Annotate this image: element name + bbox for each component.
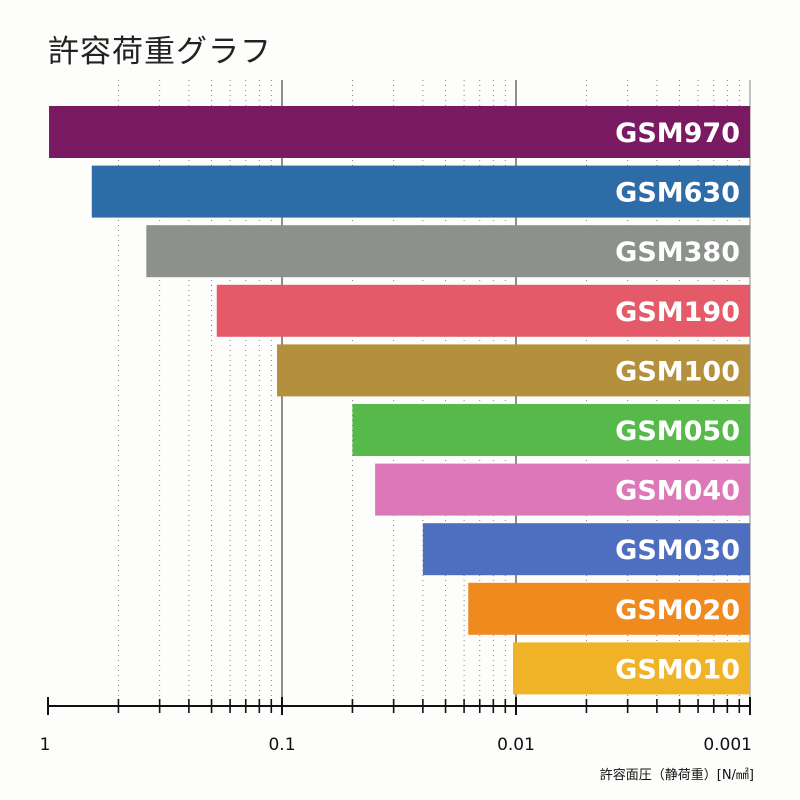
bar-label: GSM100: [615, 356, 740, 387]
chart-title: 許容荷重グラフ: [48, 34, 272, 70]
bar-label: GSM970: [615, 118, 740, 149]
bar-gsm010: [512, 642, 750, 695]
bar-gsm040: [375, 463, 750, 516]
x-axis: 1 0.1 0.01 0.001: [40, 697, 752, 755]
bar-gsm050: [352, 404, 750, 456]
bar-gsm380: [146, 225, 751, 278]
bars: GSM970 GSM630 GSM380 GSM190 GSM100 GSM050 GSM0…: [49, 106, 751, 695]
bar-gsm630: [91, 165, 751, 218]
x-tick-label: 0.001: [703, 735, 752, 755]
bar-gsm970: [49, 106, 751, 158]
bar-label: GSM630: [615, 178, 740, 209]
bar-label: GSM020: [615, 595, 740, 626]
bar-label: GSM190: [615, 297, 740, 328]
x-axis-label: 許容面圧（静荷重）[N/㎟]: [599, 768, 754, 783]
bar-label: GSM030: [615, 535, 740, 566]
bar-label: GSM380: [615, 237, 740, 268]
bar-gsm100: [277, 344, 750, 397]
bar-label: GSM050: [615, 416, 740, 447]
bar-label: GSM010: [615, 654, 740, 685]
x-tick-label: 0.1: [268, 735, 295, 755]
x-tick-label: 0.01: [497, 735, 535, 755]
x-tick-label: 1: [40, 735, 51, 755]
bar-gsm190: [216, 284, 750, 337]
bar-label: GSM040: [615, 476, 740, 507]
bar-gsm030: [422, 523, 750, 576]
bar-gsm020: [468, 582, 750, 635]
